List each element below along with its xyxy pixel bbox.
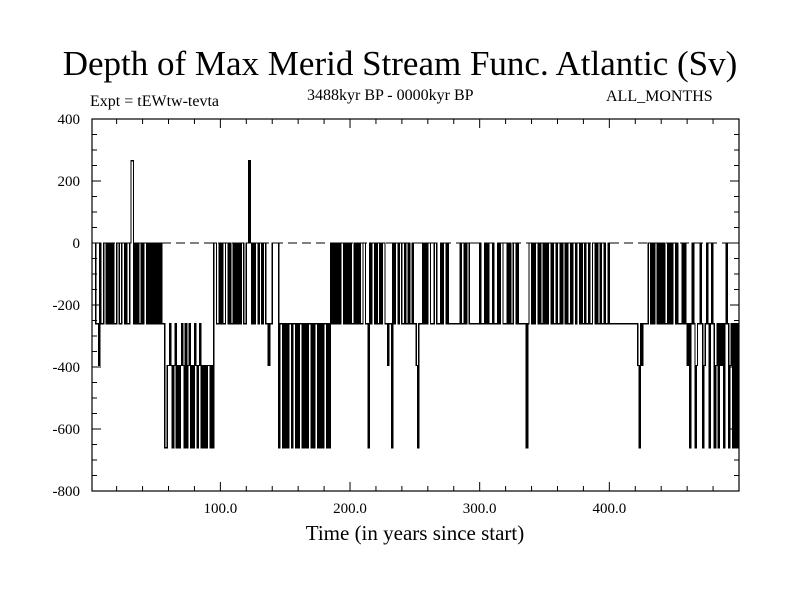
- series-line: [92, 160, 739, 449]
- x-tick-label: 400.0: [592, 501, 626, 517]
- x-tick-label: 200.0: [333, 501, 367, 517]
- chart-title: Depth of Max Merid Stream Func. Atlantic…: [62, 44, 738, 83]
- y-tick-label: -400: [53, 360, 81, 376]
- period-label: 3488kyr BP - 0000kyr BP: [307, 87, 474, 104]
- experiment-label: Expt = tEWtw-tevta: [90, 93, 219, 110]
- x-axis-label: Time (in years since start): [305, 521, 525, 545]
- y-tick-label: -200: [53, 298, 81, 314]
- y-tick-label: -600: [53, 422, 81, 438]
- y-tick-label: 400: [58, 112, 81, 128]
- x-tick-label: 300.0: [463, 501, 497, 517]
- months-label: ALL_MONTHS: [606, 88, 713, 105]
- x-tick-label: 100.0: [203, 501, 237, 517]
- y-tick-label: 200: [58, 174, 81, 190]
- y-tick-label: -800: [53, 484, 81, 500]
- y-tick-label: 0: [73, 236, 81, 252]
- plot-frame: [91, 118, 740, 492]
